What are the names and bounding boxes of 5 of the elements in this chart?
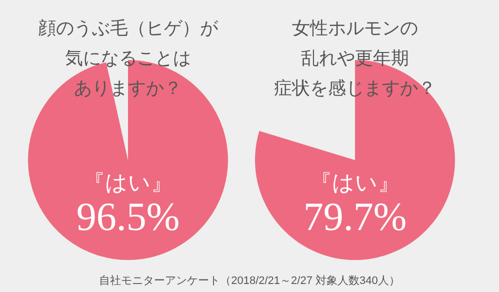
slice-label: 『はい』	[83, 170, 173, 195]
data-label: 96.5%	[76, 194, 180, 239]
text: 自社モニターアンケート（2018/2/21～2/27 対象人数340人）	[99, 274, 400, 287]
data-label: 79.7%	[303, 194, 407, 239]
slice-label: 『はい』	[310, 170, 400, 195]
